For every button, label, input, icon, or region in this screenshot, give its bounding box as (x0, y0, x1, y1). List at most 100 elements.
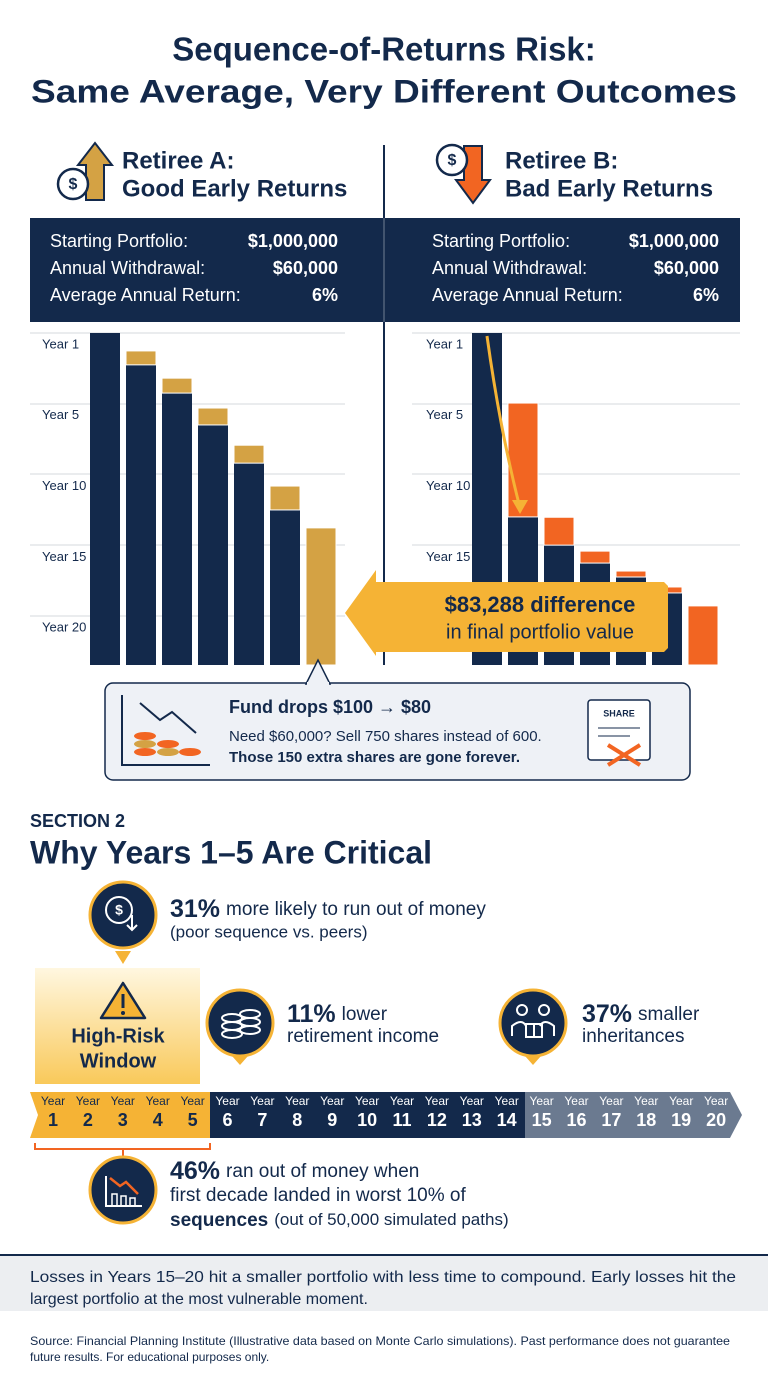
year-number: 13 (462, 1110, 482, 1130)
assumption-label: Starting Portfolio: (432, 231, 570, 251)
stat-figure: 46% (170, 1157, 220, 1185)
bar-loss (269, 485, 301, 511)
year-number: 7 (257, 1110, 267, 1130)
assumption-label: Average Annual Return: (432, 285, 623, 305)
svg-text:$: $ (448, 152, 457, 169)
bar-loss (125, 350, 157, 366)
bar-remaining (162, 393, 192, 665)
year-unit: Year (425, 1094, 449, 1108)
assumption-value: 6% (312, 285, 338, 305)
stat-icon (205, 988, 275, 1065)
bar-remaining (234, 463, 264, 665)
source: Source: Financial Planning Institute (Il… (30, 1334, 730, 1348)
example-line: Need $60,000? Sell 750 shares instead of… (229, 728, 542, 745)
stat-figure: 31% (170, 895, 220, 923)
assumptions-box (30, 218, 740, 322)
stat-figure: 37% (582, 1000, 632, 1028)
stat-figure: 11% (287, 1000, 336, 1028)
retiree-scenario: Bad Early Returns (505, 175, 713, 202)
stat-text: 31% more likely to run out of money (170, 895, 486, 923)
footer-band (0, 1255, 768, 1311)
bar-remaining (270, 509, 300, 665)
year-number: 12 (427, 1110, 447, 1130)
year-unit: Year (320, 1094, 344, 1108)
assumption-value: $60,000 (654, 258, 719, 278)
assumption-value: 6% (693, 285, 719, 305)
section-title: Why Years 1–5 Are Critical (30, 834, 432, 870)
year-unit: Year (704, 1094, 728, 1108)
year-number: 16 (566, 1110, 586, 1130)
stat-text: 37% smaller (582, 1000, 700, 1028)
year-unit: Year (111, 1094, 135, 1108)
year-unit: Year (390, 1094, 414, 1108)
stat-note: (out of 50,000 simulated paths) (274, 1210, 508, 1229)
year-unit: Year (564, 1094, 588, 1108)
stat-text: smaller (638, 1004, 700, 1025)
svg-text:$: $ (115, 902, 123, 918)
stat-text: first decade landed in worst 10% of (170, 1185, 466, 1206)
assumption-value: $60,000 (273, 258, 338, 278)
year-unit: Year (669, 1094, 693, 1108)
year-number: 6 (222, 1110, 232, 1130)
callout-amount: $83,288 difference (445, 592, 636, 617)
bar-loss (233, 444, 265, 464)
row-label: Year 5 (42, 407, 79, 422)
icon-down: $ (435, 143, 492, 205)
stat-note: retirement income (287, 1026, 439, 1047)
year-number: 11 (392, 1110, 411, 1130)
row-label: Year 10 (42, 478, 86, 493)
assumption-label: Starting Portfolio: (50, 231, 188, 251)
stat-text: 46% ran out of money when (170, 1157, 419, 1185)
drop-arrow (485, 335, 522, 509)
retiree-name: Retiree B: (505, 147, 618, 174)
year-number: 10 (357, 1110, 377, 1130)
bar-remaining (126, 364, 156, 665)
row-label: Year 15 (426, 549, 470, 564)
warning-icon (99, 981, 147, 1020)
retiree-scenario: Good Early Returns (122, 175, 347, 202)
coins-icon (121, 695, 210, 766)
share-label: SHARE (603, 708, 635, 718)
bar-loss (687, 605, 719, 666)
stat-icon (88, 1155, 158, 1225)
bar-loss (579, 550, 611, 564)
example-line: Those 150 extra shares are gone forever. (229, 749, 520, 766)
assumption-label: Annual Withdrawal: (50, 258, 205, 278)
year-number: 1 (48, 1110, 58, 1130)
bar-loss (615, 570, 647, 578)
timeline-mid (210, 1092, 525, 1138)
year-unit: Year (355, 1094, 379, 1108)
callout-text: in final portfolio value (446, 621, 634, 643)
drop-arrow-head (512, 500, 528, 514)
window-label: Window (80, 1050, 157, 1072)
callout-arrow (345, 570, 668, 656)
footer-text: largest portfolio at the most vulnerable… (30, 1291, 368, 1308)
footer-text: Losses in Years 15–20 hit a smaller port… (30, 1269, 736, 1286)
year-number: 3 (118, 1110, 128, 1130)
year-unit: Year (285, 1094, 309, 1108)
year-unit: Year (180, 1094, 204, 1108)
year-number: 20 (706, 1110, 726, 1130)
row-label: Year 5 (426, 407, 463, 422)
year-unit: Year (146, 1094, 170, 1108)
year-number: 9 (327, 1110, 337, 1130)
year-unit: Year (76, 1094, 100, 1108)
stat-note: inheritances (582, 1026, 684, 1047)
title: Same Average, Very Different Outcomes (31, 73, 737, 109)
icon-up: $ (56, 141, 115, 201)
bar-loss (507, 402, 539, 518)
year-number: 19 (671, 1110, 691, 1130)
stat-bold: sequences (170, 1210, 268, 1231)
year-number: 4 (153, 1110, 163, 1130)
row-label: Year 15 (42, 549, 86, 564)
source: future results. For educational purposes… (30, 1350, 269, 1364)
stat-icon (498, 988, 568, 1065)
stat-text: lower (342, 1004, 388, 1025)
stat-note: (poor sequence vs. peers) (170, 922, 368, 941)
stat-text: 11% lower (287, 1000, 388, 1028)
row-label: Year 20 (42, 620, 86, 635)
year-number: 8 (292, 1110, 302, 1130)
assumption-label: Average Annual Return: (50, 285, 241, 305)
